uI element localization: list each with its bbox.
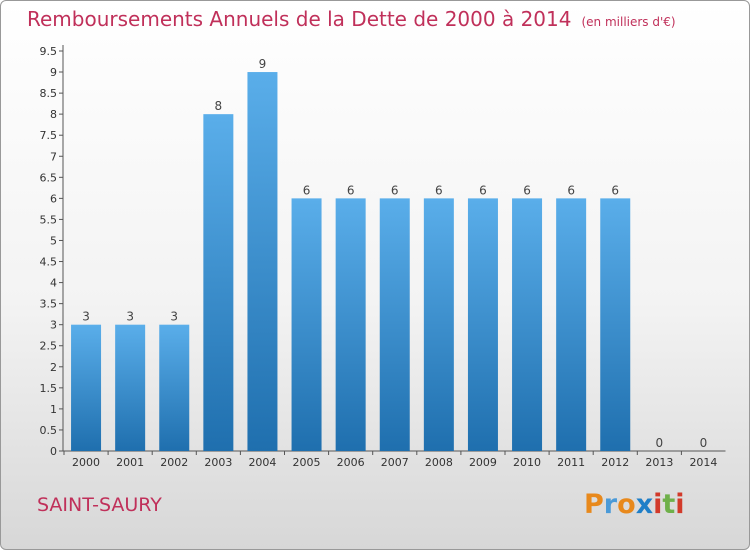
y-tick-label: 4 [50, 277, 57, 290]
proxiti-logo: Proxiti [584, 489, 685, 520]
x-tick-label: 2014 [689, 456, 717, 469]
y-tick-label: 3 [50, 319, 57, 332]
chart-title: Remboursements Annuels de la Dette de 20… [27, 7, 676, 31]
logo-letter: i [675, 489, 685, 520]
location-label: SAINT-SAURY [37, 494, 162, 516]
bar [600, 198, 631, 451]
y-tick-label: 7 [50, 150, 57, 163]
y-tick-label: 6.5 [40, 171, 58, 184]
x-tick-label: 2000 [72, 456, 100, 469]
y-tick-label: 1 [50, 403, 57, 416]
bar [335, 198, 366, 451]
x-tick-label: 2001 [116, 456, 144, 469]
y-tick-label: 2 [50, 361, 57, 374]
title-text: Remboursements Annuels de la Dette de 20… [27, 7, 572, 31]
data-label: 6 [523, 183, 531, 197]
bar [423, 198, 454, 451]
bar [115, 324, 146, 451]
logo-letter: i [653, 489, 663, 520]
data-label: 3 [126, 310, 134, 324]
logo-letter: t [662, 489, 676, 520]
y-tick-label: 0 [50, 445, 57, 458]
bar [159, 324, 190, 451]
y-tick-label: 5.5 [40, 213, 58, 226]
x-tick-label: 2004 [248, 456, 276, 469]
y-tick-label: 1.5 [40, 382, 58, 395]
x-tick-label: 2003 [204, 456, 232, 469]
bar [379, 198, 410, 451]
bar [556, 198, 587, 451]
x-tick-label: 2007 [381, 456, 409, 469]
bar [467, 198, 498, 451]
logo-letter: r [603, 489, 618, 520]
data-label: 9 [259, 57, 267, 71]
data-label: 6 [611, 183, 619, 197]
y-tick-label: 3.5 [40, 298, 58, 311]
bar [203, 114, 234, 451]
x-tick-label: 2011 [557, 456, 585, 469]
y-tick-label: 9.5 [40, 45, 58, 58]
y-tick-label: 5 [50, 234, 57, 247]
data-label: 3 [170, 310, 178, 324]
title-unit: (en milliers d'€) [581, 15, 676, 29]
x-tick-label: 2012 [601, 456, 629, 469]
data-label: 8 [215, 99, 223, 113]
data-label: 6 [391, 183, 399, 197]
y-tick-label: 8.5 [40, 87, 58, 100]
data-label: 0 [700, 436, 708, 450]
y-tick-label: 7.5 [40, 129, 58, 142]
y-tick-label: 8 [50, 108, 57, 121]
y-tick-label: 2.5 [40, 340, 58, 353]
y-tick-label: 9 [50, 66, 57, 79]
x-tick-label: 2008 [425, 456, 453, 469]
x-tick-label: 2006 [337, 456, 365, 469]
data-label: 0 [656, 436, 664, 450]
data-label: 6 [435, 183, 443, 197]
x-tick-label: 2013 [645, 456, 673, 469]
data-label: 6 [347, 183, 355, 197]
y-tick-label: 4.5 [40, 256, 58, 269]
bar [291, 198, 322, 451]
bar [512, 198, 543, 451]
logo-letter: x [635, 489, 654, 520]
x-tick-label: 2002 [160, 456, 188, 469]
y-tick-label: 0.5 [40, 424, 58, 437]
data-label: 6 [303, 183, 311, 197]
bar [247, 72, 278, 451]
data-label: 3 [82, 310, 90, 324]
logo-letter: P [584, 489, 604, 520]
data-label: 6 [479, 183, 487, 197]
logo-letter: o [617, 489, 636, 520]
y-tick-label: 6 [50, 192, 57, 205]
x-tick-label: 2009 [469, 456, 497, 469]
data-label: 6 [567, 183, 575, 197]
bar [71, 324, 102, 451]
x-tick-label: 2010 [513, 456, 541, 469]
x-tick-label: 2005 [293, 456, 321, 469]
